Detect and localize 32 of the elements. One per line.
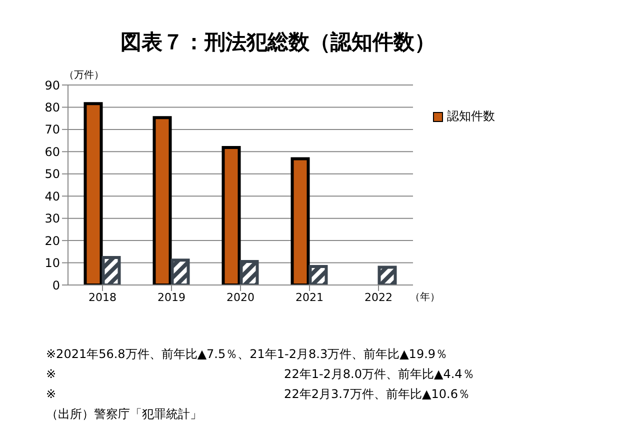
- x-tick-label: 2020: [226, 290, 254, 304]
- x-tick-label: 2022: [364, 290, 392, 304]
- y-tick-label: 60: [44, 144, 60, 159]
- text: ※ 22年1-2月8.0万件、前年比▲4.4％: [46, 366, 474, 383]
- text: （出所）警察庁「犯罪統計」: [46, 406, 203, 423]
- bar: [102, 256, 121, 285]
- y-tick-label: 80: [44, 100, 60, 114]
- y-axis-title: （万件）: [64, 69, 104, 82]
- bar: [308, 265, 328, 285]
- x-tick-label: 2019: [158, 290, 186, 304]
- y-tick-label: 70: [44, 122, 60, 137]
- y-tick-label: 90: [44, 78, 60, 92]
- x-tick-label: 2018: [88, 290, 116, 304]
- y-tick-label: 50: [44, 167, 60, 182]
- bar: [378, 266, 397, 285]
- x-axis-title: （年）: [410, 291, 440, 304]
- y-tick-label: 30: [44, 212, 60, 226]
- y-tick-label: 10: [44, 256, 60, 270]
- bar: [152, 116, 172, 285]
- bar: [84, 102, 103, 285]
- x-tick-label: 2021: [296, 290, 324, 304]
- bar: [290, 157, 310, 285]
- bar: [170, 258, 190, 285]
- bar: [222, 146, 241, 285]
- legend-label: 認知件数: [447, 108, 495, 125]
- y-tick-label: 40: [44, 189, 60, 204]
- y-tick-label: 0: [52, 278, 60, 292]
- text: ※ 22年2月3.7万件、前年比▲10.6％: [46, 386, 471, 403]
- y-tick-label: 20: [44, 234, 60, 248]
- chart-title: 図表７：刑法犯総数（認知件数）: [120, 29, 436, 56]
- text: ※2021年56.8万件、前年比▲7.5％、21年1-2月8.3万件、前年比▲19.9％: [46, 346, 449, 363]
- bar: [240, 260, 259, 285]
